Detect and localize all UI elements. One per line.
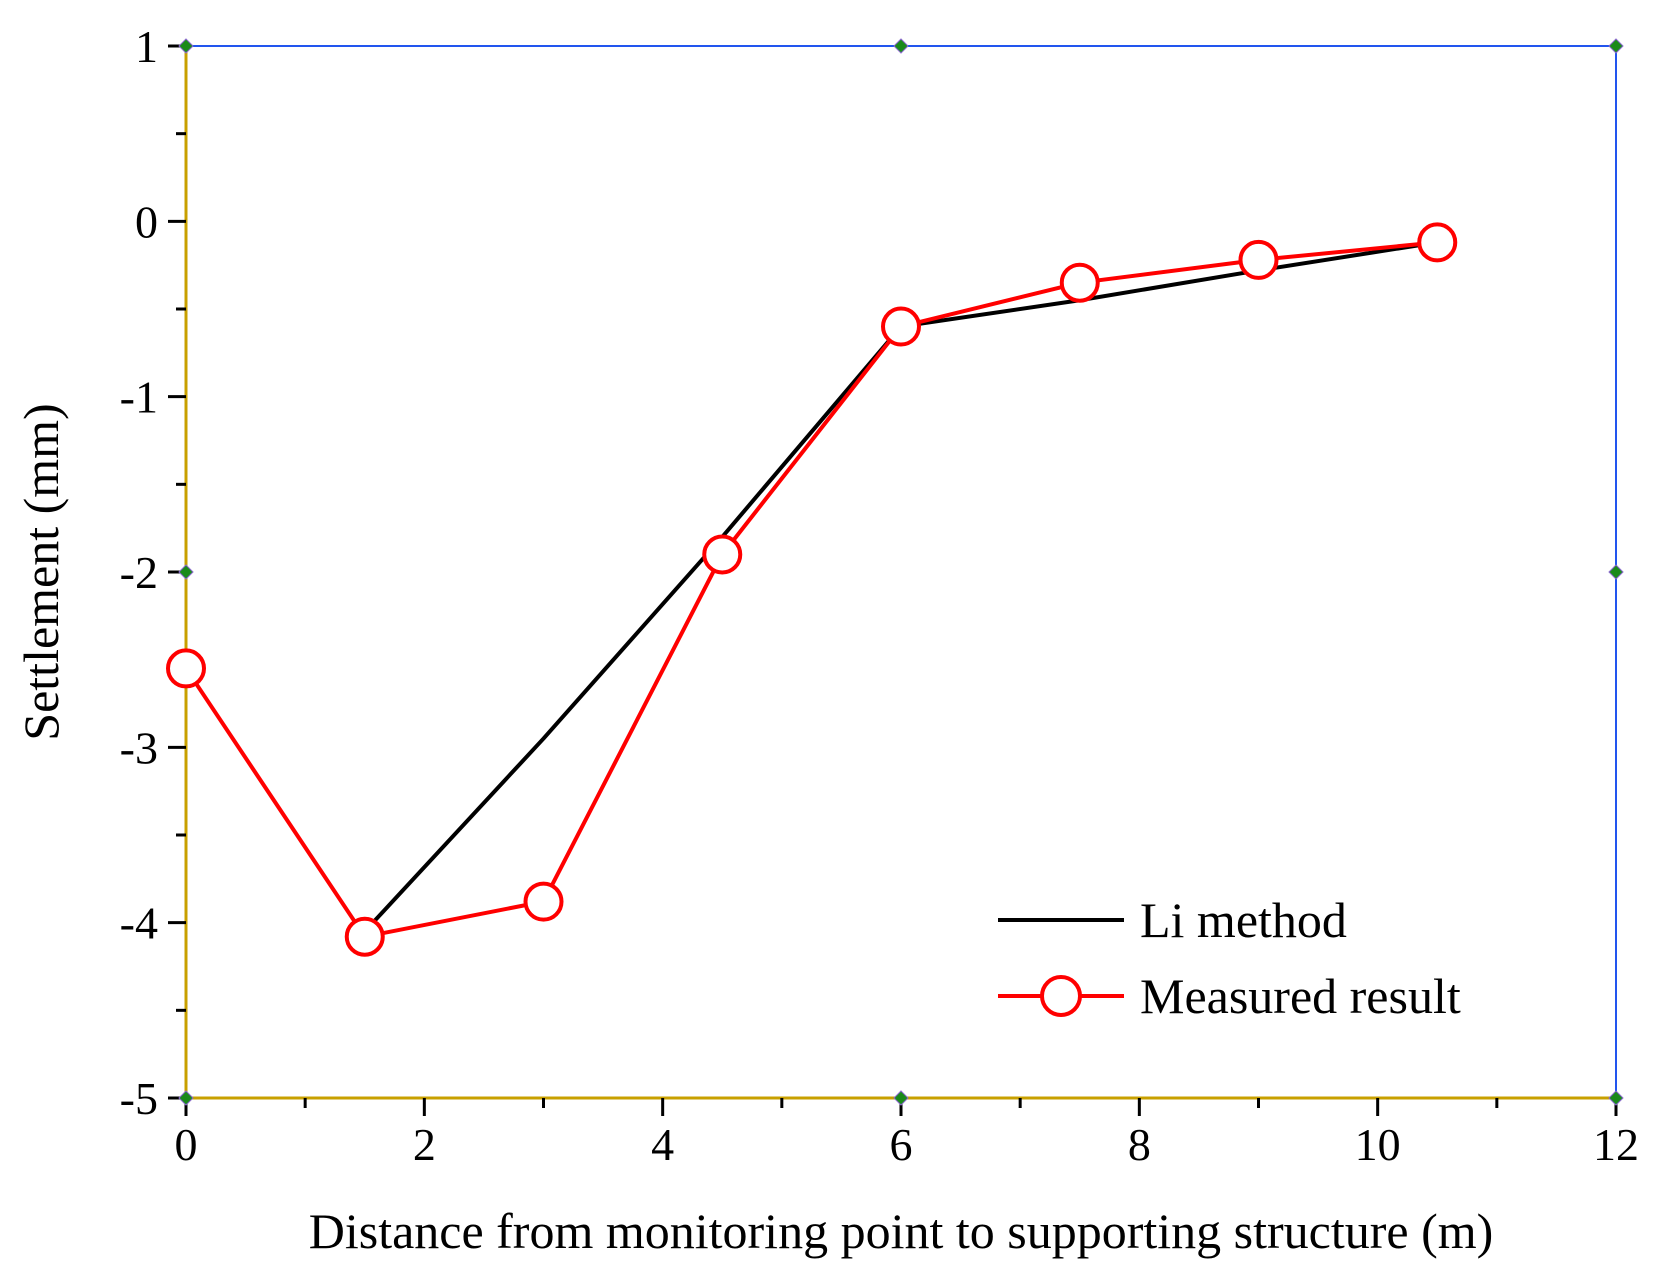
measured-result-point [1238, 239, 1279, 280]
measured-result-point [702, 534, 743, 575]
x-axis-title: Distance from monitoring point to suppor… [309, 1203, 1494, 1259]
x-tick-label: 10 [1355, 1119, 1401, 1170]
y-tick-label: -1 [120, 372, 158, 423]
x-ticks: 0 2 4 6 8 10 12 [175, 1098, 1639, 1170]
legend-li-method-label: Li method [1140, 892, 1347, 948]
y-tick-label: 1 [135, 21, 158, 72]
legend-measured-label: Measured result [1140, 968, 1461, 1024]
legend: Li method Measured result [998, 892, 1461, 1024]
frame-handle-marker [178, 1090, 194, 1106]
frame-handle-marker [893, 1090, 909, 1106]
y-tick-label: -5 [120, 1073, 158, 1124]
x-tick-label: 6 [890, 1119, 913, 1170]
frame-handle-marker [1608, 564, 1624, 580]
series-layer [166, 222, 1458, 957]
measured-result-point [1059, 262, 1100, 303]
measured-result-point [344, 916, 385, 957]
x-tick-label: 12 [1593, 1119, 1639, 1170]
y-axis-title: Settlement (mm) [13, 403, 69, 740]
measured-result-point [166, 648, 206, 689]
frame-handle-marker [893, 38, 909, 54]
x-tick-label: 4 [651, 1119, 674, 1170]
corner-markers [178, 38, 1624, 1106]
y-tick-label: 0 [135, 196, 158, 247]
frame-handle-marker [1608, 38, 1624, 54]
x-tick-label: 8 [1128, 1119, 1151, 1170]
x-tick-label: 0 [175, 1119, 198, 1170]
measured-result-point [523, 881, 564, 922]
measured-result-point [1417, 222, 1458, 263]
measured-result-point [881, 306, 921, 347]
series-line-measured-result [184, 240, 1438, 939]
x-tick-label: 2 [413, 1119, 436, 1170]
y-tick-label: -4 [120, 898, 158, 949]
y-tick-label: -2 [120, 547, 158, 598]
frame-handle-marker [178, 564, 194, 580]
frame-handle-marker [178, 38, 194, 54]
y-tick-label: -3 [120, 722, 158, 773]
frame-handle-marker [1608, 1090, 1624, 1106]
legend-measured-marker [1040, 975, 1082, 1017]
y-ticks: 1 0 -1 -2 -3 -4 -5 [120, 21, 186, 1124]
